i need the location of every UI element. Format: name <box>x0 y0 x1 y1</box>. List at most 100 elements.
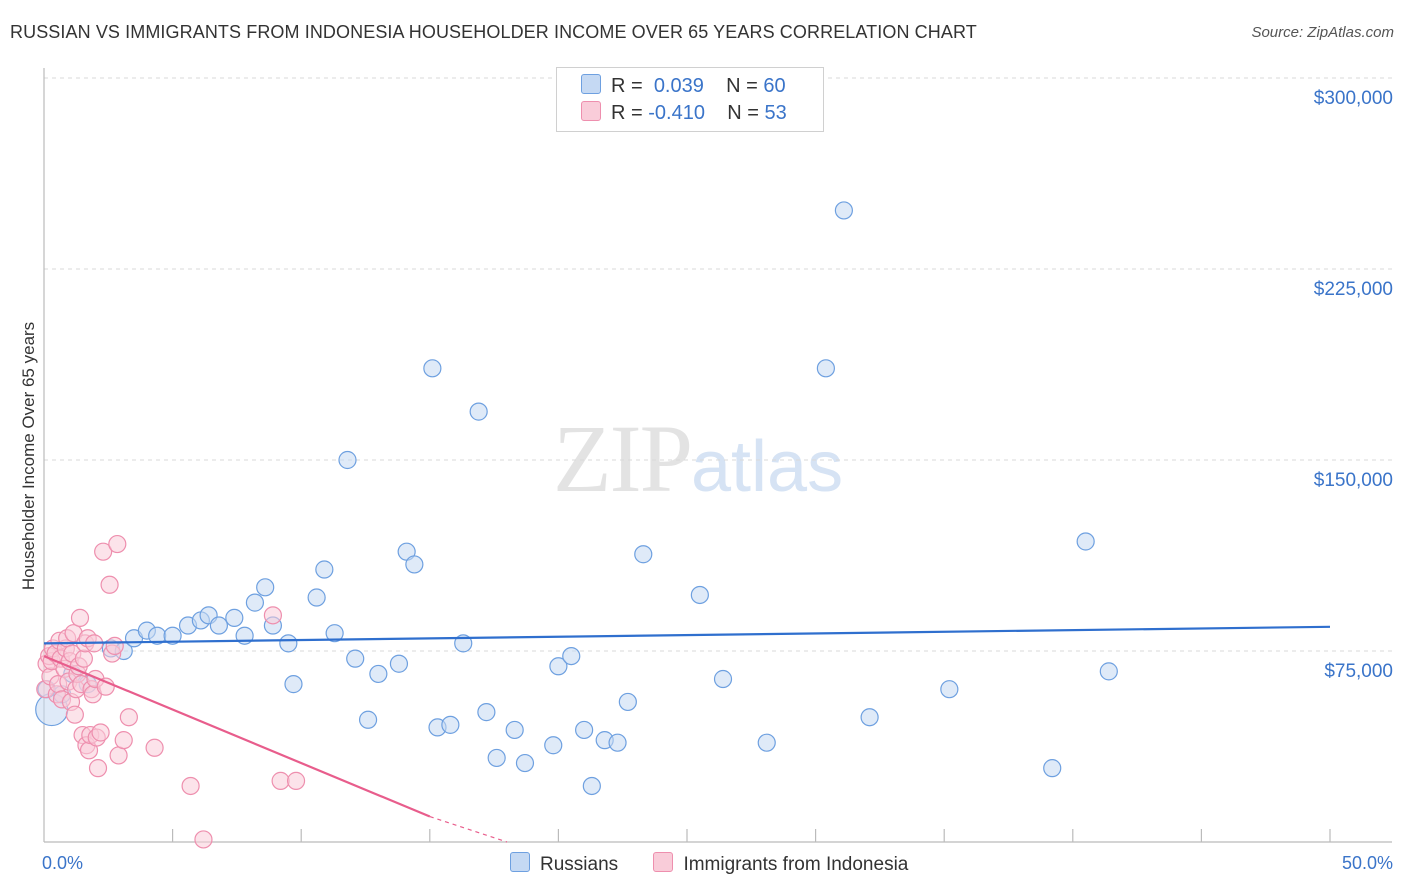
watermark: ZIPatlas <box>553 403 843 514</box>
legend-n-value: 60 <box>763 75 786 97</box>
data-point <box>634 545 653 564</box>
data-point <box>487 748 506 768</box>
data-points <box>35 201 1118 849</box>
correlation-legend: R = 0.039 N = 60 R = -0.410 N = 53 <box>556 67 824 132</box>
y-axis-title: Householder Income Over 65 years <box>19 322 38 590</box>
data-point <box>690 585 709 605</box>
data-point <box>181 776 200 796</box>
data-point <box>816 359 835 378</box>
series-legend-russians[interactable]: Russians <box>510 852 618 876</box>
series-russians <box>35 201 1118 796</box>
axis-labels: $75,000 $150,000 $225,000 $300,000 0.0% 50.0%… <box>19 88 1393 873</box>
legend-n-value: 53 <box>764 102 787 124</box>
data-point <box>562 646 581 666</box>
gridlines <box>44 77 1392 652</box>
data-point <box>582 776 601 796</box>
series-legend: Russians Immigrants from Indonesia <box>510 852 938 876</box>
data-point <box>163 626 182 645</box>
legend-r-value: -0.410 <box>648 102 705 124</box>
y-tick-label: $75,000 <box>1324 661 1393 682</box>
x-tick-label: 50.0% <box>1342 853 1393 873</box>
data-point <box>405 555 424 574</box>
data-point <box>618 692 637 712</box>
data-point <box>515 753 535 773</box>
swatch-russians <box>510 852 530 872</box>
data-point <box>1099 662 1118 681</box>
data-point <box>940 680 959 699</box>
data-point <box>441 715 460 734</box>
data-point <box>70 608 90 627</box>
data-point <box>88 759 108 778</box>
data-point <box>145 738 164 757</box>
data-point <box>1043 759 1062 778</box>
legend-row-russians: R = 0.039 N = 60 <box>581 74 786 100</box>
legend-r-value: 0.039 <box>653 75 704 97</box>
data-point <box>608 733 627 752</box>
data-point <box>713 669 733 689</box>
chart-source: Source: ZipAtlas.com <box>1251 24 1394 41</box>
swatch-indonesia <box>653 852 674 872</box>
trend-line <box>43 655 431 818</box>
legend-n-label: N = <box>726 75 758 97</box>
trend-line-extension <box>429 815 508 843</box>
data-point <box>469 402 488 421</box>
y-tick-label: $225,000 <box>1314 279 1393 300</box>
data-point <box>74 649 93 668</box>
data-point <box>108 534 127 554</box>
series-label-russians: Russians <box>540 854 619 875</box>
legend-r-label: R = <box>611 75 643 97</box>
legend-swatch-russians <box>581 74 601 94</box>
legend-r-label: R = <box>611 102 643 124</box>
data-point <box>105 636 124 656</box>
data-point <box>757 733 776 752</box>
data-point <box>225 608 244 627</box>
data-point <box>279 634 298 653</box>
data-point <box>358 710 378 729</box>
y-tick-label: $300,000 <box>1314 88 1393 109</box>
data-point <box>65 705 84 724</box>
data-point <box>834 201 853 220</box>
data-point <box>338 450 357 470</box>
chart-title: RUSSIAN VS IMMIGRANTS FROM INDONESIA HOU… <box>10 22 977 42</box>
data-point <box>286 771 306 790</box>
trend-line <box>43 625 1331 645</box>
watermark-atlas: atlas <box>691 427 844 507</box>
data-point <box>94 542 113 561</box>
axes <box>43 68 1392 843</box>
legend-swatch-indonesia <box>581 101 601 121</box>
data-point <box>315 560 334 579</box>
data-point <box>423 359 442 378</box>
watermark-zip: ZIP <box>553 405 693 512</box>
data-point <box>575 720 594 740</box>
legend-n-label: N = <box>727 102 759 124</box>
data-point <box>505 720 524 740</box>
series-legend-indonesia[interactable]: Immigrants from Indonesia <box>653 852 908 876</box>
y-tick-label: $150,000 <box>1314 470 1393 491</box>
data-point <box>284 675 303 694</box>
data-point <box>256 578 275 597</box>
data-point <box>109 746 128 765</box>
data-point <box>549 657 568 676</box>
data-point <box>477 703 496 722</box>
data-point <box>245 593 265 612</box>
data-point <box>307 588 326 607</box>
data-point <box>119 708 138 727</box>
data-point <box>1076 532 1095 551</box>
legend-row-indonesia: R = -0.410 N = 53 <box>581 101 787 127</box>
data-point <box>325 624 344 643</box>
data-point <box>860 708 879 727</box>
x-tick-label: 0.0% <box>42 853 83 873</box>
data-point <box>100 575 119 594</box>
data-point <box>271 771 290 790</box>
data-point <box>544 736 563 755</box>
data-point <box>194 830 213 849</box>
data-point <box>263 606 283 625</box>
data-point <box>346 649 365 668</box>
data-point <box>209 616 228 635</box>
data-point <box>389 654 409 673</box>
series-label-indonesia: Immigrants from Indonesia <box>683 854 909 875</box>
data-point <box>369 664 388 684</box>
data-point <box>91 723 110 742</box>
data-point <box>114 731 133 750</box>
